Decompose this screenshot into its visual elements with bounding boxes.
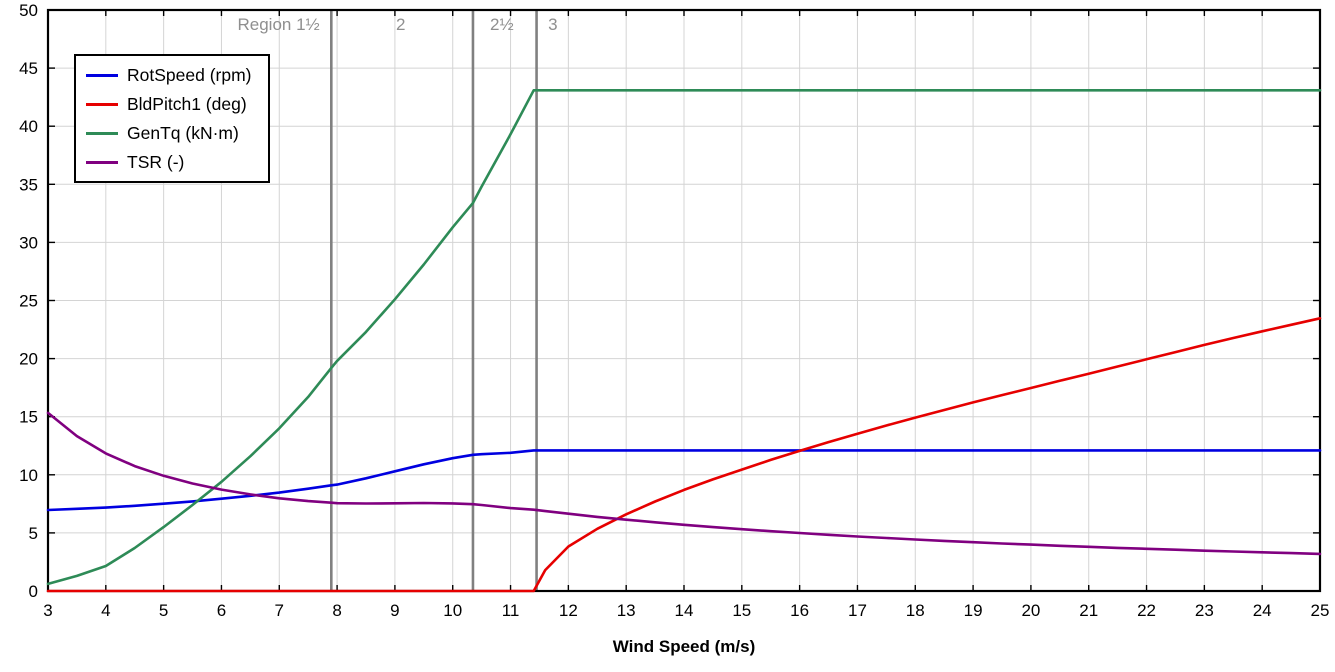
- bldpitch1-line-swatch: [86, 102, 118, 106]
- svg-text:17: 17: [848, 601, 867, 620]
- svg-text:5: 5: [159, 601, 168, 620]
- legend-item-gentq: GenTq (kN·m): [86, 120, 252, 146]
- x-axis-title: Wind Speed (m/s): [612, 637, 756, 656]
- svg-text:40: 40: [19, 117, 38, 136]
- rotspeed-line-swatch: [86, 73, 118, 77]
- svg-text:3: 3: [548, 15, 557, 34]
- gentq-line-swatch: [86, 131, 118, 135]
- legend-label-gentq: GenTq (kN·m): [127, 122, 239, 143]
- legend-label-tsr: TSR (-): [127, 151, 185, 172]
- legend-item-rotspeed: RotSpeed (rpm): [86, 62, 252, 88]
- svg-text:22: 22: [1137, 601, 1156, 620]
- tsr-line-swatch: [86, 160, 118, 164]
- svg-text:20: 20: [1021, 601, 1040, 620]
- svg-text:0: 0: [29, 582, 38, 601]
- svg-text:14: 14: [675, 601, 694, 620]
- svg-text:45: 45: [19, 59, 38, 78]
- svg-text:13: 13: [617, 601, 636, 620]
- svg-text:9: 9: [390, 601, 399, 620]
- svg-text:10: 10: [443, 601, 462, 620]
- svg-text:7: 7: [275, 601, 284, 620]
- svg-text:21: 21: [1079, 601, 1098, 620]
- svg-text:24: 24: [1253, 601, 1272, 620]
- svg-text:4: 4: [101, 601, 110, 620]
- svg-text:10: 10: [19, 466, 38, 485]
- svg-text:35: 35: [19, 175, 38, 194]
- svg-text:18: 18: [906, 601, 925, 620]
- svg-text:20: 20: [19, 350, 38, 369]
- svg-text:16: 16: [790, 601, 809, 620]
- svg-text:23: 23: [1195, 601, 1214, 620]
- svg-text:15: 15: [732, 601, 751, 620]
- legend-label-rotspeed: RotSpeed (rpm): [127, 64, 252, 85]
- svg-text:30: 30: [19, 233, 38, 252]
- svg-text:2½: 2½: [490, 15, 514, 34]
- svg-text:8: 8: [332, 601, 341, 620]
- legend-item-tsr: TSR (-): [86, 149, 252, 175]
- svg-text:19: 19: [964, 601, 983, 620]
- legend: RotSpeed (rpm) BldPitch1 (deg) GenTq (kN…: [74, 54, 270, 183]
- svg-text:5: 5: [29, 524, 38, 543]
- svg-text:6: 6: [217, 601, 226, 620]
- svg-text:2: 2: [396, 15, 405, 34]
- svg-text:3: 3: [43, 601, 52, 620]
- svg-text:12: 12: [559, 601, 578, 620]
- legend-item-bldpitch1: BldPitch1 (deg): [86, 91, 252, 117]
- svg-text:50: 50: [19, 1, 38, 20]
- svg-text:25: 25: [19, 292, 38, 311]
- svg-text:Region 1½: Region 1½: [238, 15, 320, 34]
- svg-text:25: 25: [1311, 601, 1330, 620]
- legend-label-bldpitch1: BldPitch1 (deg): [127, 93, 247, 114]
- svg-text:15: 15: [19, 408, 38, 427]
- svg-text:11: 11: [502, 601, 520, 620]
